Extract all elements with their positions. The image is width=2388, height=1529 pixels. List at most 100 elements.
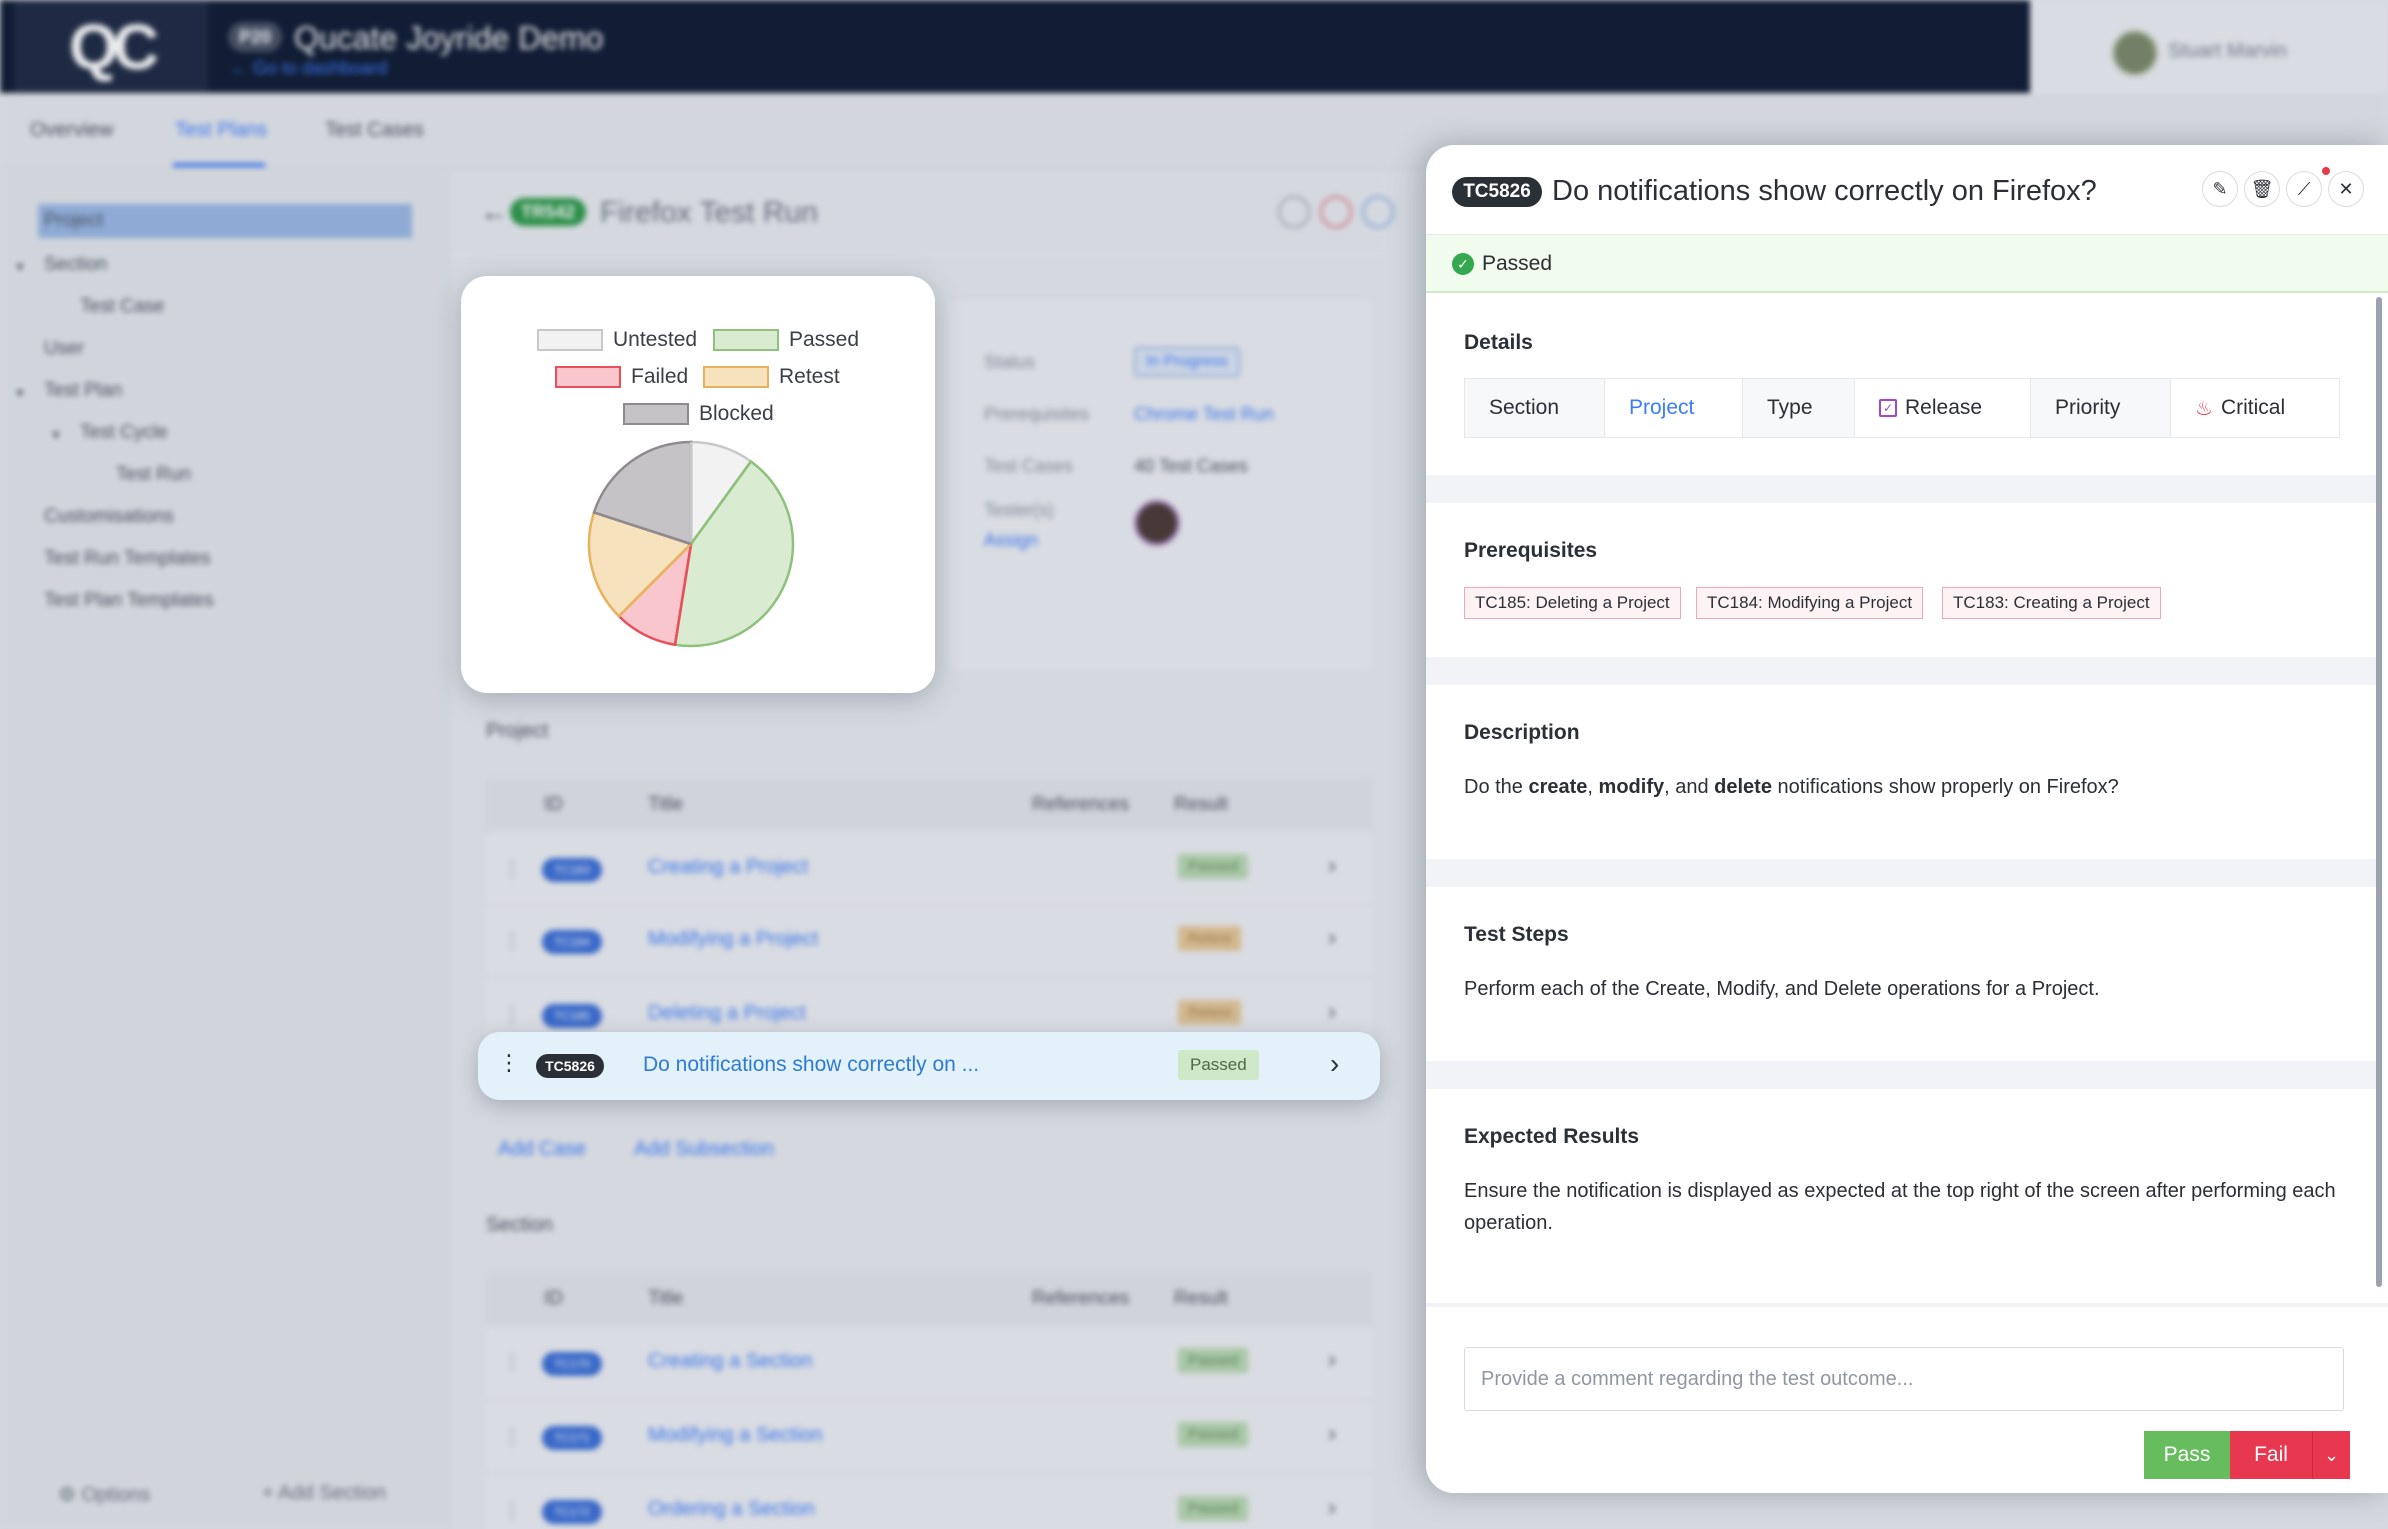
edit-icon[interactable]: ✎ bbox=[2202, 171, 2238, 207]
legend-item-untested[interactable]: Untested bbox=[537, 328, 697, 352]
case-title-link[interactable]: Ordering a Section bbox=[648, 1498, 815, 1520]
table-row[interactable]: ⋮ TC183 Creating a Project Passed › bbox=[486, 834, 1372, 906]
case-title-link[interactable]: Deleting a Project bbox=[648, 1002, 806, 1024]
caret-down-icon[interactable]: ▼ bbox=[14, 386, 26, 400]
stop-icon[interactable] bbox=[1320, 196, 1352, 228]
table-row[interactable]: ⋮ TC170 Creating a Section Passed › bbox=[486, 1328, 1372, 1400]
panel-scrollbar[interactable] bbox=[2376, 297, 2382, 1287]
chevron-right-icon[interactable]: › bbox=[1328, 1494, 1336, 1521]
active-tab-indicator bbox=[173, 163, 265, 167]
prerequisite-tag[interactable]: TC185: Deleting a Project bbox=[1464, 587, 1681, 619]
options-button[interactable]: ⚙ Options bbox=[58, 1482, 150, 1507]
case-title-link[interactable]: Creating a Section bbox=[648, 1350, 813, 1372]
prerequisite-link[interactable]: Chrome Test Run bbox=[1134, 404, 1274, 424]
case-title-link[interactable]: Creating a Project bbox=[648, 856, 809, 878]
case-id-badge: TC185 bbox=[542, 1004, 602, 1028]
table-row[interactable]: ⋮ TC184 Modifying a Project Retest › bbox=[486, 906, 1372, 978]
drag-handle-icon[interactable]: ⋮ bbox=[502, 1004, 522, 1026]
drag-handle-icon[interactable]: ⋮ bbox=[502, 858, 522, 880]
caret-down-icon[interactable]: ▼ bbox=[14, 260, 26, 274]
caret-down-icon[interactable]: ▼ bbox=[50, 428, 62, 442]
chevron-right-icon[interactable]: › bbox=[1330, 1048, 1340, 1079]
case-title-link[interactable]: Modifying a Project bbox=[648, 928, 819, 950]
pie-slice-retest[interactable] bbox=[587, 510, 694, 618]
chevron-down-icon[interactable]: ⌄ bbox=[2312, 1431, 2350, 1479]
tab-test-plans[interactable]: Test Plans bbox=[175, 119, 268, 141]
sidebar-item-user[interactable]: User bbox=[44, 338, 85, 359]
result-badge: Passed bbox=[1178, 1496, 1249, 1521]
table-header: ID Title References Result bbox=[486, 778, 1372, 830]
pie-slice-blocked[interactable] bbox=[592, 440, 693, 546]
sidebar-item-test-case[interactable]: Test Case bbox=[80, 296, 165, 317]
add-case-link[interactable]: Add Case bbox=[498, 1138, 586, 1160]
close-icon[interactable]: ✕ bbox=[2328, 171, 2364, 207]
tab-test-cases[interactable]: Test Cases bbox=[325, 119, 424, 141]
tab-overview[interactable]: Overview bbox=[30, 119, 114, 141]
sidebar-item-test-run[interactable]: Test Run bbox=[116, 464, 191, 485]
add-icon[interactable] bbox=[1278, 196, 1310, 228]
comment-input[interactable] bbox=[1464, 1347, 2344, 1411]
expected-results-heading: Expected Results bbox=[1464, 1125, 1640, 1148]
chevron-right-icon[interactable]: › bbox=[1328, 852, 1336, 879]
drag-handle-icon[interactable]: ⋮ bbox=[502, 930, 522, 952]
legend-item-passed[interactable]: Passed bbox=[713, 328, 859, 352]
table-row[interactable]: ⋮ TC171 Modifying a Section Passed › bbox=[486, 1402, 1372, 1474]
legend-swatch bbox=[623, 403, 689, 425]
legend-item-failed[interactable]: Failed bbox=[555, 365, 688, 389]
sidebar-item-customisations[interactable]: Customisations bbox=[44, 506, 174, 527]
fail-button[interactable]: Fail bbox=[2230, 1431, 2312, 1479]
back-arrow-icon[interactable]: ← bbox=[480, 196, 508, 227]
selected-table-row[interactable]: ⋮ TC5826 Do notifications show correctly… bbox=[478, 1032, 1380, 1100]
sidebar-item-section[interactable]: Section bbox=[44, 254, 108, 275]
add-section-button[interactable]: + Add Section bbox=[262, 1482, 386, 1505]
section-value-link[interactable]: Project bbox=[1605, 379, 1743, 437]
options-label: Options bbox=[81, 1484, 151, 1506]
column-references: References bbox=[1032, 1288, 1130, 1309]
case-title-link[interactable]: Do notifications show correctly on ... bbox=[643, 1053, 980, 1076]
chevron-right-icon[interactable]: › bbox=[1328, 1346, 1336, 1373]
chevron-right-icon[interactable]: › bbox=[1328, 1420, 1336, 1447]
pass-button[interactable]: Pass bbox=[2144, 1431, 2230, 1479]
plus-icon: + bbox=[262, 1482, 279, 1504]
tester-avatar[interactable] bbox=[1134, 500, 1180, 546]
prerequisite-tag[interactable]: TC183: Creating a Project bbox=[1942, 587, 2161, 619]
release-icon: ✓ bbox=[1879, 399, 1897, 417]
sidebar-item-project[interactable]: Project bbox=[44, 210, 104, 231]
delete-icon[interactable]: 🗑 bbox=[2244, 171, 2280, 207]
sidebar-item-test-plan-templates[interactable]: Test Plan Templates bbox=[44, 590, 214, 611]
chevron-right-icon[interactable]: › bbox=[1328, 924, 1336, 951]
legend-item-retest[interactable]: Retest bbox=[703, 365, 840, 389]
add-subsection-link[interactable]: Add Subsection bbox=[634, 1138, 775, 1160]
case-title-link[interactable]: Modifying a Section bbox=[648, 1424, 823, 1446]
user-avatar[interactable] bbox=[2112, 30, 2158, 76]
pie-slice-passed[interactable] bbox=[673, 459, 795, 648]
drag-handle-icon[interactable]: ⋮ bbox=[502, 1426, 522, 1448]
drag-handle-icon[interactable]: ⋮ bbox=[502, 1352, 522, 1374]
sidebar-item-test-run-templates[interactable]: Test Run Templates bbox=[44, 548, 211, 569]
assign-link[interactable]: Assign bbox=[984, 530, 1039, 550]
result-badge: Passed bbox=[1178, 1348, 1249, 1373]
drag-handle-icon[interactable]: ⋮ bbox=[502, 1500, 522, 1522]
sidebar-item-test-cycle[interactable]: Test Cycle bbox=[80, 422, 168, 443]
app-logo[interactable]: QC bbox=[14, 0, 208, 93]
chevron-right-icon[interactable]: › bbox=[1328, 998, 1336, 1025]
section-divider bbox=[1426, 1061, 2376, 1089]
priority-label: Priority bbox=[2031, 379, 2171, 437]
user-bar bbox=[2030, 0, 2388, 93]
test-cases-count: 40 Test Cases bbox=[1134, 456, 1248, 476]
prerequisites-label: Prerequisites bbox=[984, 404, 1090, 424]
chart-line-icon[interactable]: ⟋ bbox=[2286, 171, 2322, 207]
prerequisite-tag[interactable]: TC184: Modifying a Project bbox=[1696, 587, 1924, 619]
complete-icon[interactable] bbox=[1362, 196, 1394, 228]
drag-handle-icon[interactable]: ⋮ bbox=[498, 1050, 520, 1075]
legend-item-blocked[interactable]: Blocked bbox=[623, 402, 774, 426]
sidebar-item-test-plan[interactable]: Test Plan bbox=[44, 380, 123, 401]
status-text: Passed bbox=[1482, 252, 1553, 275]
go-to-dashboard-link[interactable]: ← Go to dashboard bbox=[230, 58, 388, 78]
user-name[interactable]: Stuart Marvin bbox=[2168, 40, 2287, 62]
table-row[interactable]: ⋮ TC172 Ordering a Section Passed › bbox=[486, 1476, 1372, 1529]
column-title: Title bbox=[648, 794, 684, 815]
flame-icon: ♨ bbox=[2195, 397, 2213, 420]
section-divider bbox=[1426, 657, 2376, 685]
notification-dot bbox=[2322, 167, 2330, 175]
